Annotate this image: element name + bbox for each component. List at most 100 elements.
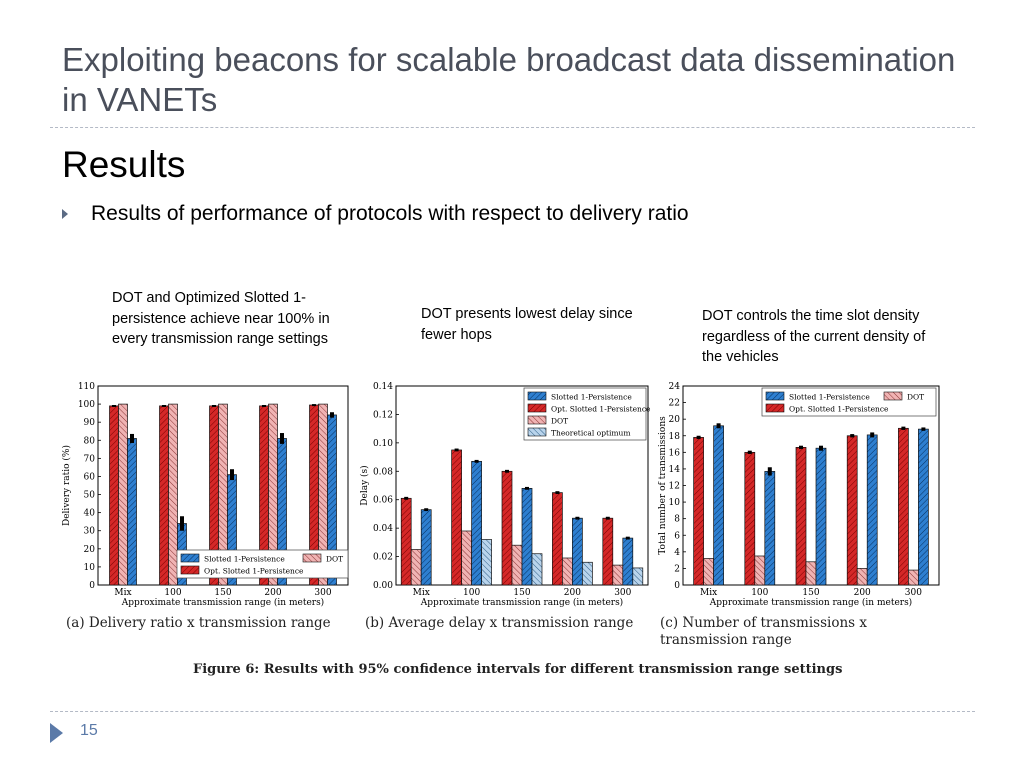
bar-opt xyxy=(451,449,462,586)
bar-dot xyxy=(612,564,624,586)
legend-swatch xyxy=(527,403,547,413)
y-tick-label: 0 xyxy=(89,581,95,591)
y-tick-label: 90 xyxy=(84,418,96,428)
error-bar xyxy=(474,459,479,463)
x-tick-label: 100 xyxy=(751,588,768,598)
error-bar xyxy=(312,404,316,407)
bar-theo xyxy=(531,553,543,586)
y-tick-label: 110 xyxy=(78,382,95,392)
chart-delivery-ratio: 0 10 20 30 40 50 60 70 80 90 100 110 Delivery ratio … xyxy=(61,382,349,608)
bar-opt xyxy=(744,451,756,586)
caption-chart-b: (b) Average delay x transmission range xyxy=(365,615,634,631)
error-bar xyxy=(767,467,772,476)
error-bar xyxy=(112,404,116,407)
y-tick-label: 10 xyxy=(669,498,681,508)
y-tick-label: 0.14 xyxy=(373,382,393,392)
title-divider xyxy=(50,127,975,128)
y-tick-label: 0.10 xyxy=(373,439,393,449)
bar-slotted xyxy=(918,428,929,586)
bar-slotted xyxy=(521,487,533,586)
x-axis-label: Approximate transmission range (in meter… xyxy=(121,597,324,608)
bar-opt xyxy=(109,405,119,586)
note-delivery-ratio: DOT and Optimized Slotted 1-persistence … xyxy=(112,290,330,347)
legend-swatch xyxy=(883,391,903,401)
x-axis-label: Approximate transmission range (in meter… xyxy=(420,597,623,608)
legend-swatch xyxy=(765,403,785,413)
legend-swatch xyxy=(302,553,322,563)
bullet-arrow-icon xyxy=(62,209,68,219)
x-tick-label: Mix xyxy=(413,588,430,598)
error-bar xyxy=(921,427,926,431)
error-bar xyxy=(525,486,529,490)
y-tick-label: 0.12 xyxy=(373,410,393,420)
x-tick-label: 150 xyxy=(513,588,530,598)
y-tick-label: 6 xyxy=(674,531,680,541)
y-tick-label: 100 xyxy=(78,400,95,410)
page-number: 15 xyxy=(80,722,98,739)
error-bar xyxy=(799,445,803,450)
x-tick-label: 200 xyxy=(854,588,871,598)
error-bar xyxy=(162,404,166,407)
caption-chart-a: (a) Delivery ratio x transmission range xyxy=(66,615,331,631)
legend-label: Opt. Slotted 1-Persistence xyxy=(789,405,889,414)
bar-slotted xyxy=(764,471,776,586)
y-tick-label: 20 xyxy=(84,545,96,555)
y-tick-label: 0 xyxy=(674,581,680,591)
bar-opt xyxy=(501,470,513,586)
y-axis-label: Delay (s) xyxy=(359,465,370,505)
error-bar xyxy=(330,412,334,418)
x-tick-label: 100 xyxy=(463,588,480,598)
bullet-point: Results of performance of protocols with… xyxy=(62,202,689,226)
caption-chart-c: (c) Number of transmissions x transmissi… xyxy=(660,615,867,648)
x-tick-label: 300 xyxy=(314,588,331,598)
y-axis-label: Total number of transmissions xyxy=(658,416,668,555)
legend-label: Slotted 1-Persistence xyxy=(789,393,870,402)
bar-slotted xyxy=(866,434,878,586)
bar-slotted xyxy=(815,447,827,586)
legend-swatch xyxy=(527,427,547,437)
bar-slotted xyxy=(572,517,583,586)
section-heading: Results xyxy=(62,144,186,185)
bar-opt xyxy=(552,492,563,586)
bar-slotted xyxy=(127,438,137,586)
plot-frame xyxy=(682,385,940,586)
y-tick-label: 18 xyxy=(669,432,681,442)
y-tick-label: 0.04 xyxy=(373,524,393,534)
legend-label: Opt. Slotted 1-Persistence xyxy=(204,567,304,576)
error-bar xyxy=(424,508,429,512)
error-bar xyxy=(819,445,823,451)
error-bar xyxy=(454,448,459,452)
bar-opt xyxy=(693,437,704,586)
x-tick-label: 300 xyxy=(614,588,631,598)
y-tick-label: 80 xyxy=(84,436,96,446)
error-bar xyxy=(747,450,752,454)
error-bar xyxy=(716,423,721,429)
error-bar xyxy=(870,432,875,438)
legend-label: DOT xyxy=(326,555,343,564)
bar-slotted xyxy=(420,509,432,586)
error-bar xyxy=(230,469,234,481)
error-bar xyxy=(505,469,509,473)
y-tick-label: 0.02 xyxy=(373,553,393,563)
bar-theo xyxy=(582,561,593,586)
bar-dot xyxy=(461,530,472,586)
y-tick-label: 12 xyxy=(669,482,680,492)
error-bar xyxy=(404,496,409,500)
error-bar xyxy=(625,536,630,540)
x-tick-label: Mix xyxy=(700,588,717,598)
bar-slotted xyxy=(471,460,482,586)
y-tick-label: 0.00 xyxy=(373,581,393,591)
y-tick-label: 0.08 xyxy=(373,467,393,477)
footer-divider xyxy=(50,711,975,712)
legend-swatch xyxy=(527,391,547,401)
bar-dot xyxy=(754,555,766,586)
y-tick-label: 24 xyxy=(669,382,681,392)
y-tick-label: 10 xyxy=(84,563,96,573)
x-tick-label: 100 xyxy=(164,588,181,598)
chart-average-delay: 0.00 0.02 0.04 0.06 0.08 0.10 0.12 0.14 Delay (s… xyxy=(359,382,651,608)
bar-slotted xyxy=(713,425,724,586)
error-bar xyxy=(180,516,184,531)
error-bar xyxy=(575,516,580,520)
y-tick-label: 14 xyxy=(669,465,681,475)
bar-dot xyxy=(908,569,919,586)
